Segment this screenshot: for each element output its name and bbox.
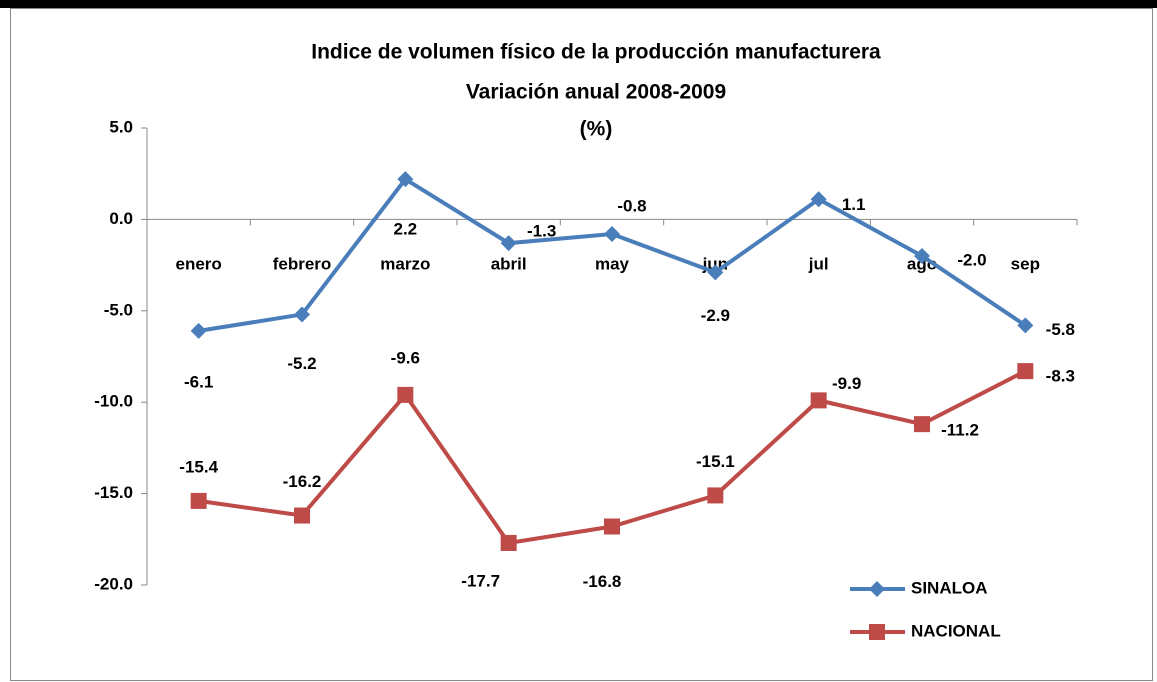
point	[914, 416, 930, 433]
point	[294, 507, 310, 524]
x-tick-label: febrero	[273, 254, 332, 273]
data-label: 2.2	[394, 220, 418, 239]
point	[397, 171, 414, 188]
data-label: -16.8	[583, 572, 622, 591]
line	[198, 369, 1027, 546]
chart-frame	[10, 8, 1153, 681]
data-label: -17.7	[461, 571, 500, 590]
data-label: -9.9	[832, 374, 861, 393]
x-tick-label: sep	[1011, 254, 1040, 273]
data-label: -2.9	[701, 306, 730, 325]
point	[810, 191, 827, 208]
x-tick-label: abril	[491, 254, 527, 273]
y-tick-label: 0.0	[109, 209, 133, 228]
point	[914, 247, 930, 264]
y-tick-label: -5.0	[104, 300, 133, 319]
y-tick-label: 5.0	[109, 117, 133, 136]
data-label: -5.2	[287, 354, 316, 373]
point	[604, 226, 620, 243]
data-label: -11.2	[941, 421, 979, 440]
data-label: -15.4	[179, 457, 218, 476]
x-tick-label: enero	[176, 254, 222, 273]
data-label: -2.0	[957, 250, 986, 269]
y-tick-label: -15.0	[94, 483, 133, 502]
y-tick-label: -10.0	[94, 392, 133, 411]
chart-subtitle: Variación anual 2008-2009	[466, 81, 726, 104]
point	[294, 306, 310, 323]
legend-marker	[869, 624, 885, 640]
x-tick-label: may	[595, 254, 630, 273]
point	[500, 534, 517, 551]
point	[810, 392, 827, 409]
data-label: -15.1	[696, 452, 735, 471]
point	[190, 322, 207, 339]
data-label: -6.1	[184, 372, 213, 391]
legend-label: SINALOA	[911, 578, 988, 597]
data-label: -5.8	[1046, 320, 1075, 339]
point	[397, 386, 414, 403]
legend-label: NACIONAL	[911, 621, 1001, 640]
point	[1017, 363, 1034, 380]
data-label: -9.6	[391, 348, 420, 367]
x-tick-label: jul	[808, 254, 829, 273]
data-label: -0.8	[617, 197, 646, 216]
x-tick-label: marzo	[380, 254, 430, 273]
point	[1017, 317, 1034, 334]
chart-title: Indice de volumen físico de la producció…	[311, 41, 881, 64]
data-label: -16.2	[283, 472, 322, 491]
data-label: 1.1	[842, 195, 866, 214]
point	[604, 518, 620, 535]
point	[190, 492, 207, 509]
legend-marker	[869, 581, 885, 597]
unit-label: (%)	[580, 118, 613, 141]
point	[500, 235, 517, 252]
data-label: -1.3	[527, 222, 556, 241]
data-label: -8.3	[1046, 367, 1075, 386]
point	[707, 487, 724, 504]
y-tick-label: -20.0	[94, 574, 133, 593]
top-border	[0, 0, 1157, 8]
point	[707, 264, 724, 281]
